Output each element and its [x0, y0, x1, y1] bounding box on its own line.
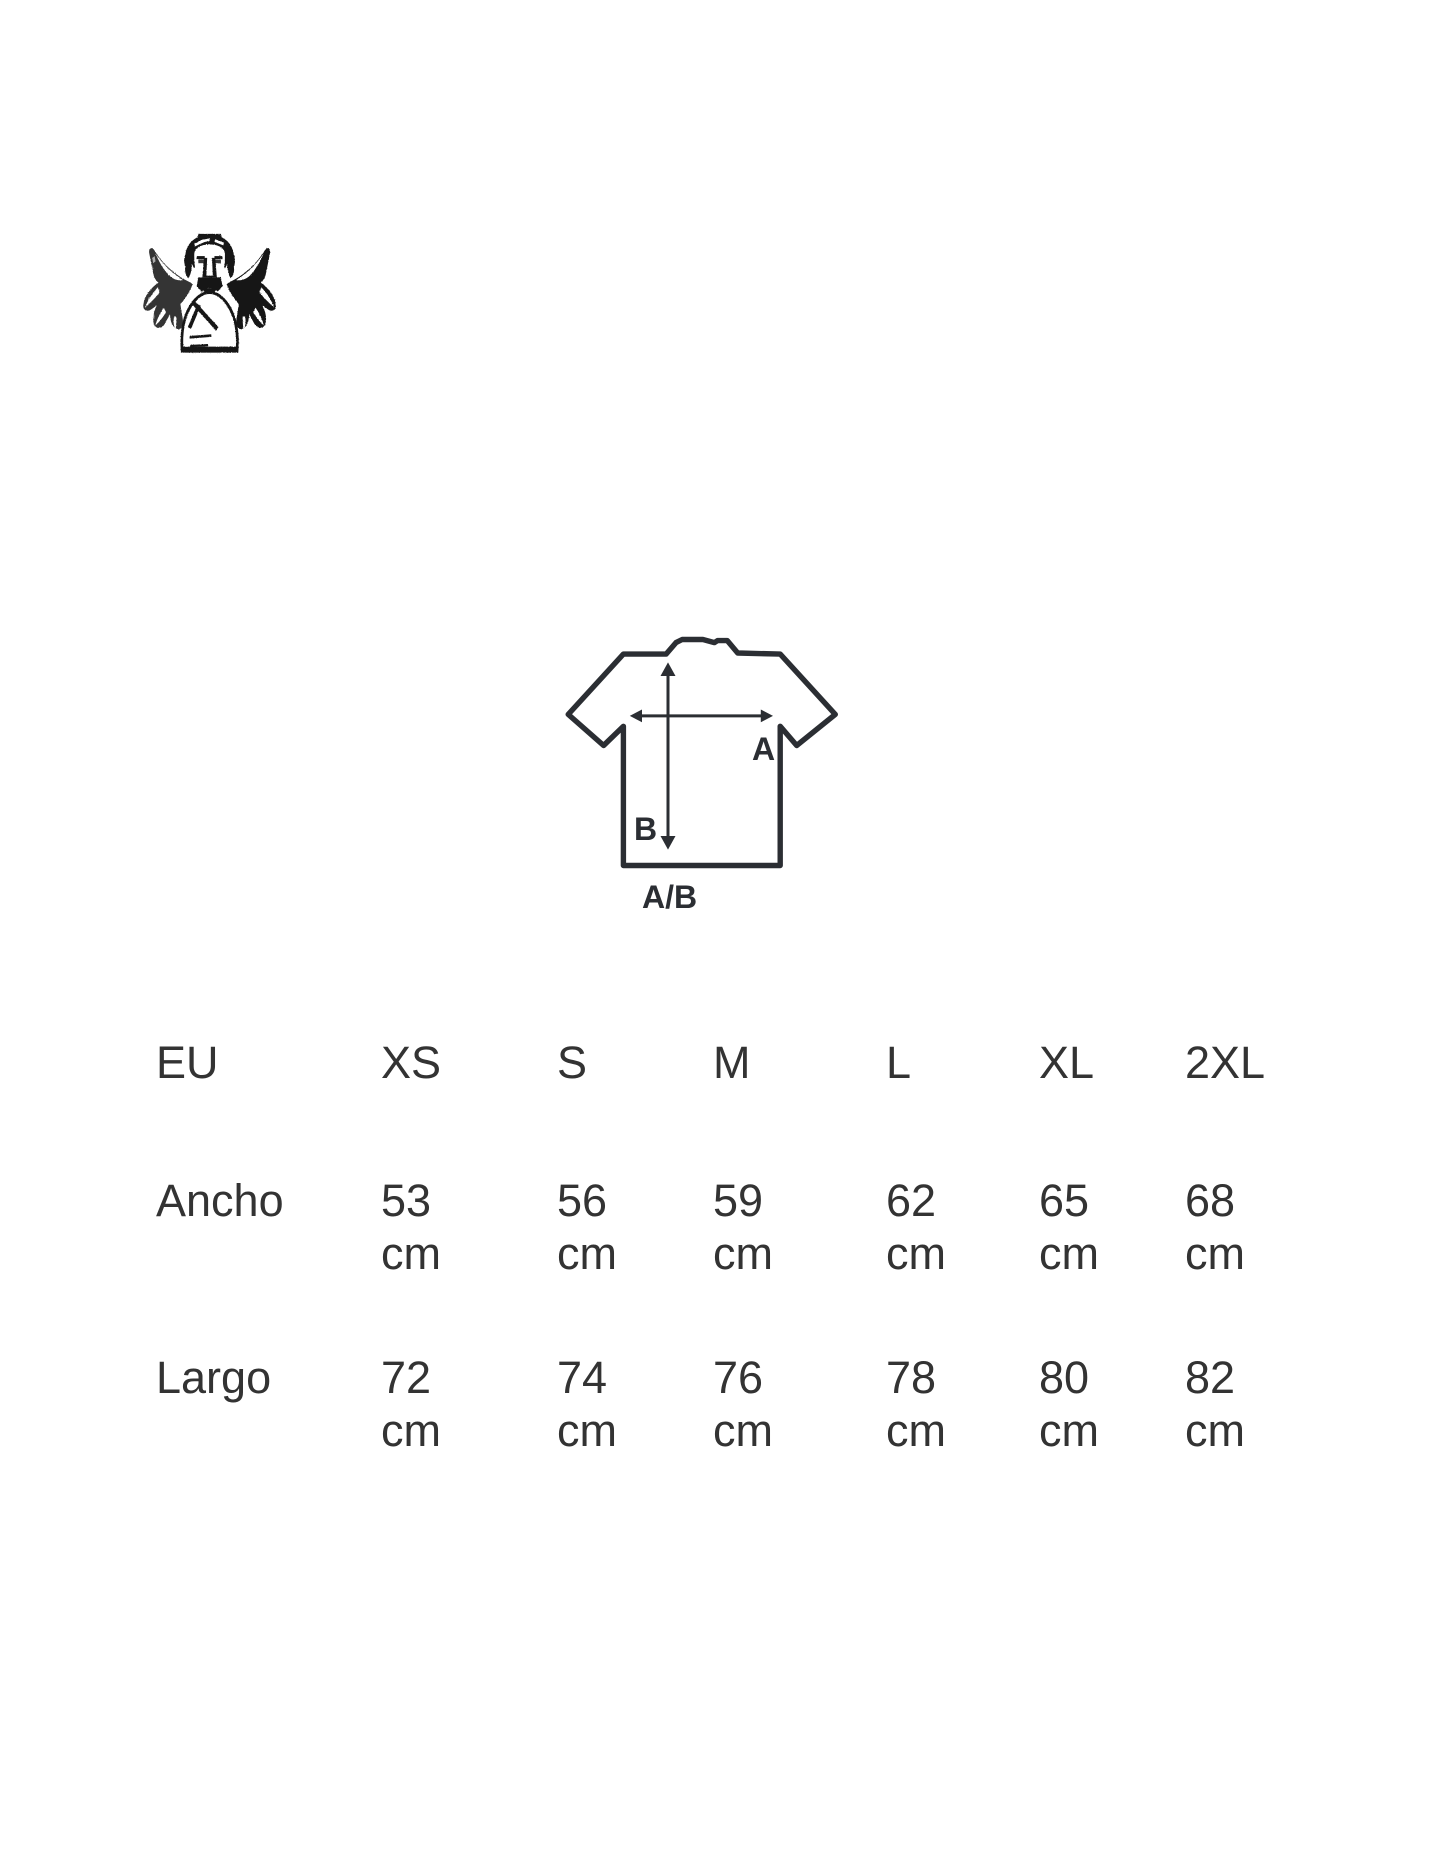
svg-text:A/B: A/B: [642, 879, 697, 915]
svg-text:B: B: [634, 811, 657, 847]
svg-text:A: A: [752, 731, 775, 767]
